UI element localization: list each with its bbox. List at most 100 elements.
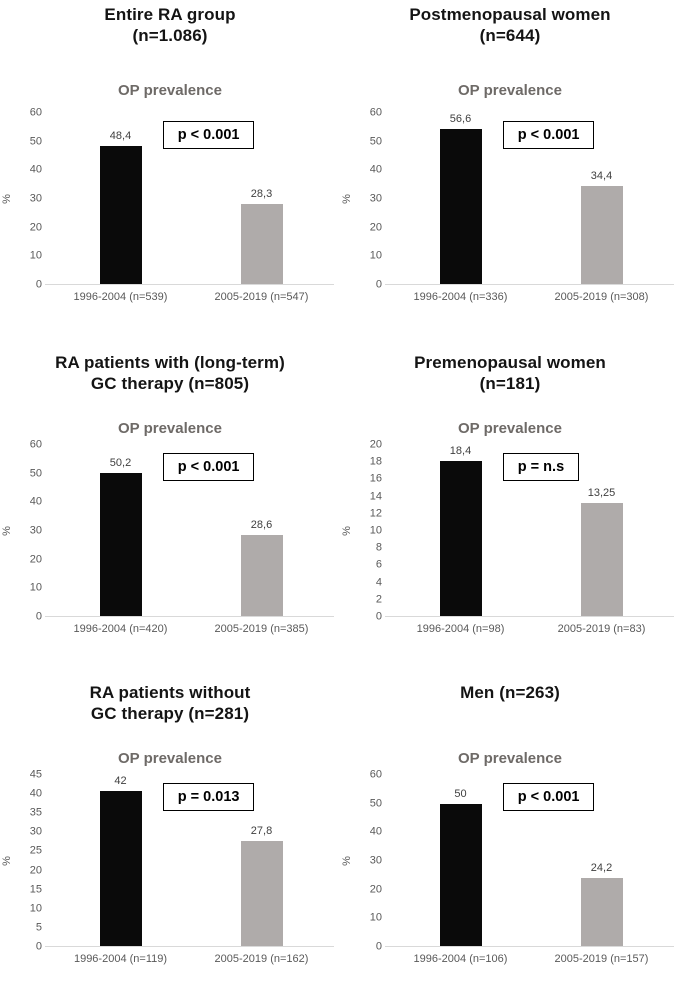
- bar-2005-2019: [240, 203, 283, 285]
- bar-value-label: 56,6: [449, 113, 472, 125]
- plot-area: p < 0.001 50 24,2: [385, 775, 674, 947]
- x-axis-line: [45, 284, 334, 285]
- chart-subtitle: OP prevalence: [458, 750, 562, 767]
- bar-slot-1996-2004: 42: [50, 775, 191, 947]
- y-tick-label: 8: [375, 541, 382, 554]
- y-tick-label: 60: [369, 106, 382, 119]
- x-axis-line: [45, 946, 334, 947]
- x-category-label-1996-2004: 1996-2004 (n=336): [413, 291, 508, 303]
- bar-value-label: 50,2: [109, 457, 132, 470]
- chart-panel: Entire RA group (n=1.086) OP prevalence …: [0, 0, 340, 330]
- y-tick-label: 35: [29, 806, 42, 819]
- chart-subtitle: OP prevalence: [458, 420, 562, 437]
- y-tick-label: 0: [35, 610, 42, 623]
- y-tick-label: 12: [369, 507, 382, 520]
- y-tick-label: 40: [29, 495, 42, 508]
- plot-wrapper: % 60 50 40 30 20 10 0 p < 0.001 56,6 34,4: [341, 107, 674, 290]
- bar-value-label: 50: [454, 787, 467, 800]
- plot-wrapper: % 60 50 40 30 20 10 0 p < 0.001 50,2 28,6: [1, 439, 334, 622]
- bar-value-label: 13,25: [587, 487, 616, 500]
- plot-area: p = 0.013 42 27,8: [45, 775, 334, 947]
- y-tick-label: 50: [29, 467, 42, 480]
- x-category-label-2005-2019: 2005-2019 (n=385): [214, 623, 309, 635]
- y-tick-label: 50: [369, 797, 382, 810]
- bar-slot-1996-2004: 50,2: [50, 445, 191, 617]
- y-tick-label: 20: [29, 553, 42, 566]
- chart-subtitle: OP prevalence: [458, 82, 562, 99]
- y-tick-label: 16: [369, 472, 382, 485]
- bar-slot-1996-2004: 56,6: [390, 113, 531, 285]
- bar-2005-2019: [580, 877, 623, 947]
- chart-panel: RA patients with (long-term) GC therapy …: [0, 330, 340, 660]
- x-axis-category-labels: 1996-2004 (n=336) 2005-2019 (n=308): [390, 291, 672, 303]
- y-tick-label: 0: [35, 278, 42, 291]
- p-value-box: p < 0.001: [162, 121, 255, 149]
- y-axis-tick-labels: 60 50 40 30 20 10 0: [10, 439, 42, 622]
- y-tick-label: 40: [29, 163, 42, 176]
- y-tick-label: 30: [29, 192, 42, 205]
- y-axis-tick-labels: 60 50 40 30 20 10 0: [350, 107, 382, 290]
- y-tick-label: 20: [369, 438, 382, 451]
- y-axis-tick-labels: 60 50 40 30 20 10 0: [350, 769, 382, 952]
- p-value-box: p = n.s: [502, 453, 580, 481]
- bar-slot-1996-2004: 50: [390, 775, 531, 947]
- x-category-label-2005-2019: 2005-2019 (n=547): [214, 291, 309, 303]
- chart-panel: Men (n=263) OP prevalence % 60 50 40 30 20 10…: [340, 660, 680, 990]
- bar-value-label: 27,8: [250, 824, 273, 837]
- y-tick-label: 10: [29, 581, 42, 594]
- bar-value-label: 42: [114, 775, 127, 787]
- x-axis-line: [385, 616, 674, 617]
- x-category-label-1996-2004: 1996-2004 (n=539): [73, 291, 168, 303]
- y-tick-label: 10: [369, 249, 382, 262]
- bar-2005-2019: [580, 503, 623, 617]
- chart-subtitle: OP prevalence: [118, 82, 222, 99]
- chart-title: Postmenopausal women (n=644): [409, 5, 611, 45]
- y-tick-label: 30: [29, 524, 42, 537]
- bar-1996-2004: [439, 803, 482, 947]
- y-axis-tick-labels: 60 50 40 30 20 10 0: [10, 107, 42, 290]
- plot-wrapper: % 60 50 40 30 20 10 0 p < 0.001 48,4 28,3: [1, 107, 334, 290]
- y-tick-label: 10: [369, 524, 382, 537]
- y-tick-label: 40: [29, 787, 42, 800]
- x-category-label-1996-2004: 1996-2004 (n=106): [413, 953, 508, 965]
- x-category-label-2005-2019: 2005-2019 (n=308): [554, 291, 649, 303]
- y-tick-label: 60: [369, 768, 382, 781]
- chart-title: Premenopausal women (n=181): [414, 353, 606, 393]
- x-category-label-1996-2004: 1996-2004 (n=98): [416, 623, 505, 635]
- bar-value-label: 24,2: [590, 861, 613, 874]
- bar-slot-2005-2019: 24,2: [531, 775, 672, 947]
- y-tick-label: 10: [29, 249, 42, 262]
- plot-area: p < 0.001 56,6 34,4: [385, 113, 674, 285]
- y-tick-label: 0: [35, 940, 42, 953]
- chart-title: RA patients without GC therapy (n=281): [89, 683, 251, 723]
- y-tick-label: 60: [29, 106, 42, 119]
- y-tick-label: 40: [369, 163, 382, 176]
- bar-slot-2005-2019: 13,25: [531, 445, 672, 617]
- y-tick-label: 0: [375, 610, 382, 623]
- y-tick-label: 0: [375, 278, 382, 291]
- y-tick-label: 20: [369, 883, 382, 896]
- y-tick-label: 30: [369, 192, 382, 205]
- y-tick-label: 30: [29, 825, 42, 838]
- y-tick-label: 10: [29, 902, 42, 915]
- y-tick-label: 20: [29, 221, 42, 234]
- bar-1996-2004: [99, 146, 142, 285]
- x-axis-category-labels: 1996-2004 (n=106) 2005-2019 (n=157): [390, 953, 672, 965]
- y-tick-label: 25: [29, 844, 42, 857]
- y-tick-label: 0: [375, 940, 382, 953]
- y-tick-label: 15: [29, 883, 42, 896]
- plot-area: p = n.s 18,4 13,25: [385, 445, 674, 617]
- x-axis-category-labels: 1996-2004 (n=539) 2005-2019 (n=547): [50, 291, 332, 303]
- y-tick-label: 6: [375, 558, 382, 571]
- bar-1996-2004: [439, 129, 482, 285]
- y-tick-label: 10: [369, 911, 382, 924]
- bar-1996-2004: [99, 473, 142, 617]
- p-value-box: p < 0.001: [502, 121, 595, 149]
- plot-wrapper: % 45 40 35 30 25 20 15 10 5 0 p = 0.013 42 27,8: [1, 769, 334, 952]
- chart-panel: Premenopausal women (n=181) OP prevalenc…: [340, 330, 680, 660]
- x-category-label-2005-2019: 2005-2019 (n=162): [214, 953, 309, 965]
- x-axis-category-labels: 1996-2004 (n=98) 2005-2019 (n=83): [390, 623, 672, 635]
- bar-value-label: 34,4: [590, 170, 613, 183]
